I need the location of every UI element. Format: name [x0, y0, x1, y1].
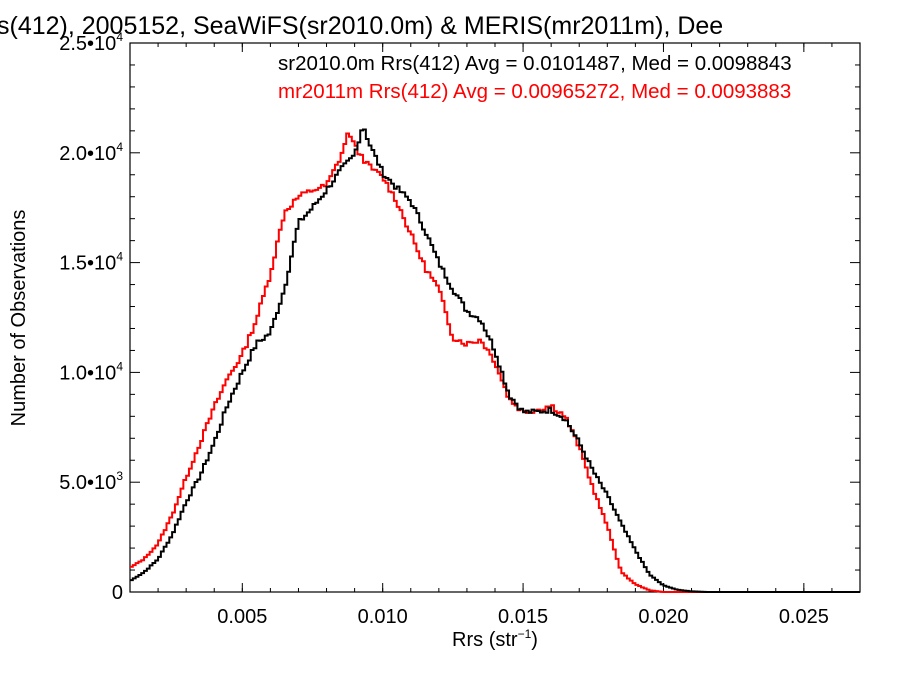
y-tick-labels: 0 5.0•103 1.0•104 1.5•104 2.0•104 2.5•104 [59, 30, 123, 604]
y-tick-label: 0 [112, 582, 123, 604]
series-lines [130, 128, 860, 593]
y-tick-label: 5.0•103 [59, 469, 123, 494]
legend-entry-2: mr2011m Rrs(412) Avg = 0.00965272, Med =… [278, 80, 791, 103]
plot-frame [129, 42, 861, 593]
legend-entry-1: sr2010.0m Rrs(412) Avg = 0.0101487, Med … [278, 52, 792, 75]
x-tick-label: 0.020 [638, 606, 688, 628]
x-tick-labels: 0.005 0.010 0.015 0.020 0.025 [217, 606, 829, 628]
series-line-1 [130, 128, 860, 593]
x-tick-label: 0.005 [217, 606, 267, 628]
x-tick-label: 0.025 [779, 606, 829, 628]
y-axis-label: Number of Observations [8, 210, 30, 427]
chart-title: s(412), 2005152, SeaWiFS(sr2010.0m) & ME… [0, 12, 723, 40]
y-tick-label: 1.5•104 [59, 250, 123, 275]
series-line-2 [130, 132, 860, 593]
x-tick-label: 0.010 [358, 606, 408, 628]
x-tick-label: 0.015 [498, 606, 548, 628]
x-axis-label: Rrs (str−1) [452, 627, 538, 651]
y-tick-label: 2.5•104 [59, 30, 123, 55]
axis-ticks [129, 42, 861, 593]
y-tick-label: 2.0•104 [59, 140, 123, 165]
y-tick-label: 1.0•104 [59, 359, 123, 384]
